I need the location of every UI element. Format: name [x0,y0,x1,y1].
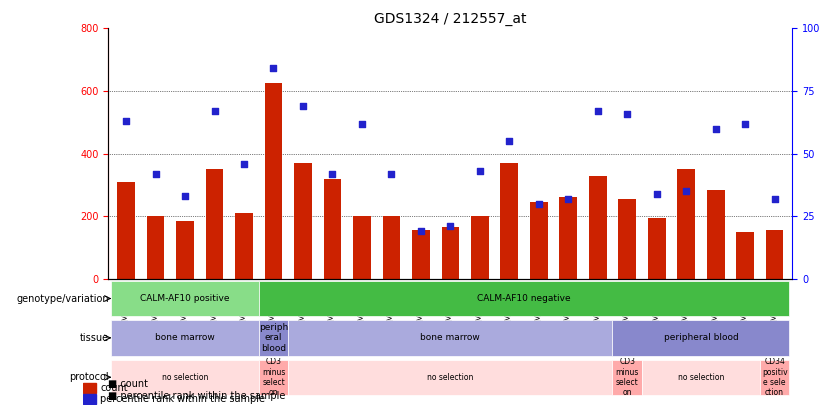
Bar [147,216,164,279]
FancyBboxPatch shape [612,320,789,356]
Text: no selection: no selection [162,373,208,382]
Text: peripheral blood: peripheral blood [664,333,738,342]
Bar [677,169,695,279]
Bar [618,199,636,279]
FancyBboxPatch shape [289,320,612,356]
Bar [118,182,135,279]
Text: ■ count
■ percentile rank within the sample: ■ count ■ percentile rank within the sam… [108,379,286,401]
Text: count: count [100,383,128,393]
Bar [294,163,312,279]
Point [473,168,486,175]
Text: no selection: no selection [427,373,474,382]
Point [355,120,369,127]
Point [296,103,309,109]
Bar [471,216,489,279]
Text: bone marrow: bone marrow [420,333,480,342]
Bar [324,179,341,279]
FancyBboxPatch shape [259,320,289,356]
Point [591,108,605,114]
Bar [706,190,725,279]
Bar [441,227,460,279]
Bar [766,230,783,279]
Title: GDS1324 / 212557_at: GDS1324 / 212557_at [374,12,526,26]
Point [680,188,693,194]
Bar [83,394,96,404]
FancyBboxPatch shape [289,360,612,395]
Point [384,171,398,177]
Text: CD3
minus
select
on: CD3 minus select on [262,357,285,397]
Point [709,125,722,132]
Bar [648,218,666,279]
Text: CD34
positiv
e sele
ction: CD34 positiv e sele ction [761,357,787,397]
Point [768,196,781,202]
Text: bone marrow: bone marrow [155,333,215,342]
Text: percentile rank within the sample: percentile rank within the sample [100,394,265,404]
Text: protocol: protocol [69,372,108,382]
Point [414,228,428,234]
FancyBboxPatch shape [760,360,789,395]
FancyBboxPatch shape [259,360,289,395]
Bar [83,383,96,393]
FancyBboxPatch shape [112,281,259,316]
Bar [500,163,518,279]
Bar [383,216,400,279]
FancyBboxPatch shape [612,360,642,395]
Bar [589,175,606,279]
Point [208,108,221,114]
Bar [560,197,577,279]
Bar [264,83,283,279]
Point [119,118,133,124]
Point [620,110,634,117]
FancyBboxPatch shape [112,360,259,395]
Bar [353,216,371,279]
Text: no selection: no selection [678,373,724,382]
FancyBboxPatch shape [642,360,760,395]
Text: genotype/variation: genotype/variation [16,294,108,303]
Point [532,200,545,207]
Text: CALM-AF10 negative: CALM-AF10 negative [477,294,570,303]
Text: CALM-AF10 positive: CALM-AF10 positive [140,294,230,303]
Bar [736,232,754,279]
FancyBboxPatch shape [112,320,259,356]
Point [326,171,339,177]
Point [238,160,251,167]
Point [149,171,163,177]
Point [503,138,516,144]
Text: periph
eral
blood: periph eral blood [259,323,288,353]
Point [444,223,457,230]
Bar [235,213,253,279]
Point [267,65,280,72]
Point [178,193,192,199]
Point [561,196,575,202]
Bar [206,169,224,279]
Point [738,120,751,127]
Bar [530,202,548,279]
Text: CD3
minus
select
on: CD3 minus select on [615,357,639,397]
Bar [176,221,193,279]
FancyBboxPatch shape [259,281,789,316]
Point [650,190,663,197]
Text: tissue: tissue [79,333,108,343]
Bar [412,230,430,279]
